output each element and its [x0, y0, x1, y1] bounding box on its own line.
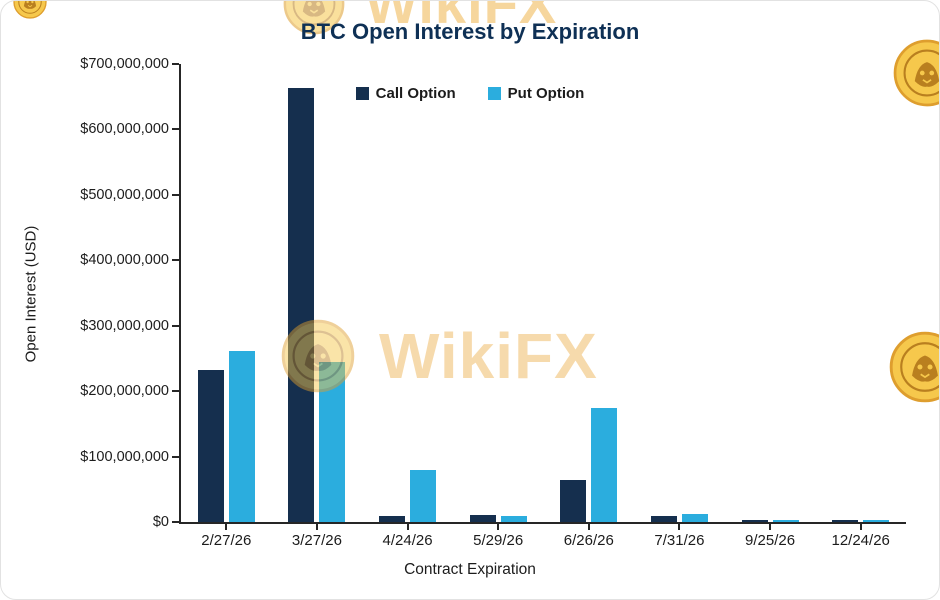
- y-axis-label: Open Interest (USD): [22, 225, 40, 363]
- x-tick-label: 12/24/26: [831, 532, 890, 549]
- legend-item-put: Put Option: [487, 85, 585, 102]
- y-tick-mark: [172, 63, 179, 65]
- x-tick-mark: [859, 522, 862, 530]
- y-tick-label: $0: [152, 514, 169, 530]
- y-tick-label: $700,000,000: [80, 56, 169, 72]
- bar-put: [319, 361, 346, 522]
- x-tick-mark: [497, 522, 500, 530]
- x-tick-mark: [406, 522, 409, 530]
- y-tick-mark: [172, 390, 179, 393]
- y-tick-label: $500,000,000: [80, 186, 169, 203]
- y-tick-mark: [172, 324, 179, 327]
- bar-call: [197, 369, 224, 522]
- y-tick-label: $100,000,000: [80, 448, 169, 465]
- y-tick-label: $600,000,000: [80, 121, 169, 138]
- x-tick-mark: [315, 522, 318, 530]
- x-tick-mark: [225, 522, 228, 530]
- y-tick-mark: [172, 193, 179, 196]
- legend-item-call: Call Option: [355, 85, 456, 102]
- bar-put: [410, 470, 437, 522]
- legend: Call Option Put Option: [1, 85, 939, 102]
- plot-area: $0 $100,000,000 $200,000,000 $300,000,000 $4…: [80, 56, 906, 549]
- bar-call: [741, 520, 768, 522]
- legend-label: Call Option: [375, 85, 456, 102]
- bar-put: [591, 407, 618, 522]
- y-tick-label: $300,000,000: [80, 317, 169, 334]
- bar-put: [228, 350, 255, 522]
- bar-put: [863, 520, 890, 522]
- chart-title: BTC Open Interest by Expiration: [300, 19, 640, 44]
- y-tick-mark: [172, 455, 179, 458]
- y-tick-mark: [172, 128, 179, 131]
- legend-swatch: [487, 87, 501, 100]
- y-tick-mark: [172, 521, 179, 523]
- x-axis-label: Contract Expiration: [404, 561, 536, 578]
- bar-call: [560, 480, 587, 522]
- bar-call: [832, 520, 859, 522]
- x-tick-mark: [769, 522, 772, 530]
- y-tick-mark: [172, 259, 179, 262]
- bar-call: [288, 88, 315, 522]
- x-tick-mark: [678, 522, 681, 530]
- y-tick-label: $400,000,000: [80, 252, 169, 269]
- legend-label: Put Option: [507, 85, 585, 102]
- bar-put: [681, 514, 708, 522]
- bar-put: [772, 520, 799, 522]
- x-tick-label: 2/27/26: [201, 532, 252, 549]
- x-tick-label: 9/25/26: [745, 532, 796, 549]
- legend-swatch: [355, 87, 369, 100]
- bar-call: [379, 516, 406, 522]
- x-tick-label: 4/24/26: [382, 532, 433, 549]
- bar-call: [650, 516, 677, 522]
- x-tick-label: 7/31/26: [654, 532, 705, 549]
- bar-call: [469, 515, 496, 522]
- y-tick-label: $200,000,000: [80, 383, 169, 400]
- x-tick-label: 5/29/26: [473, 532, 524, 549]
- bar-put: [500, 516, 527, 522]
- x-tick-mark: [587, 522, 590, 530]
- x-tick-label: 6/26/26: [563, 532, 614, 549]
- wikifx-badge-icon: [13, 0, 47, 19]
- x-tick-label: 3/27/26: [291, 532, 342, 549]
